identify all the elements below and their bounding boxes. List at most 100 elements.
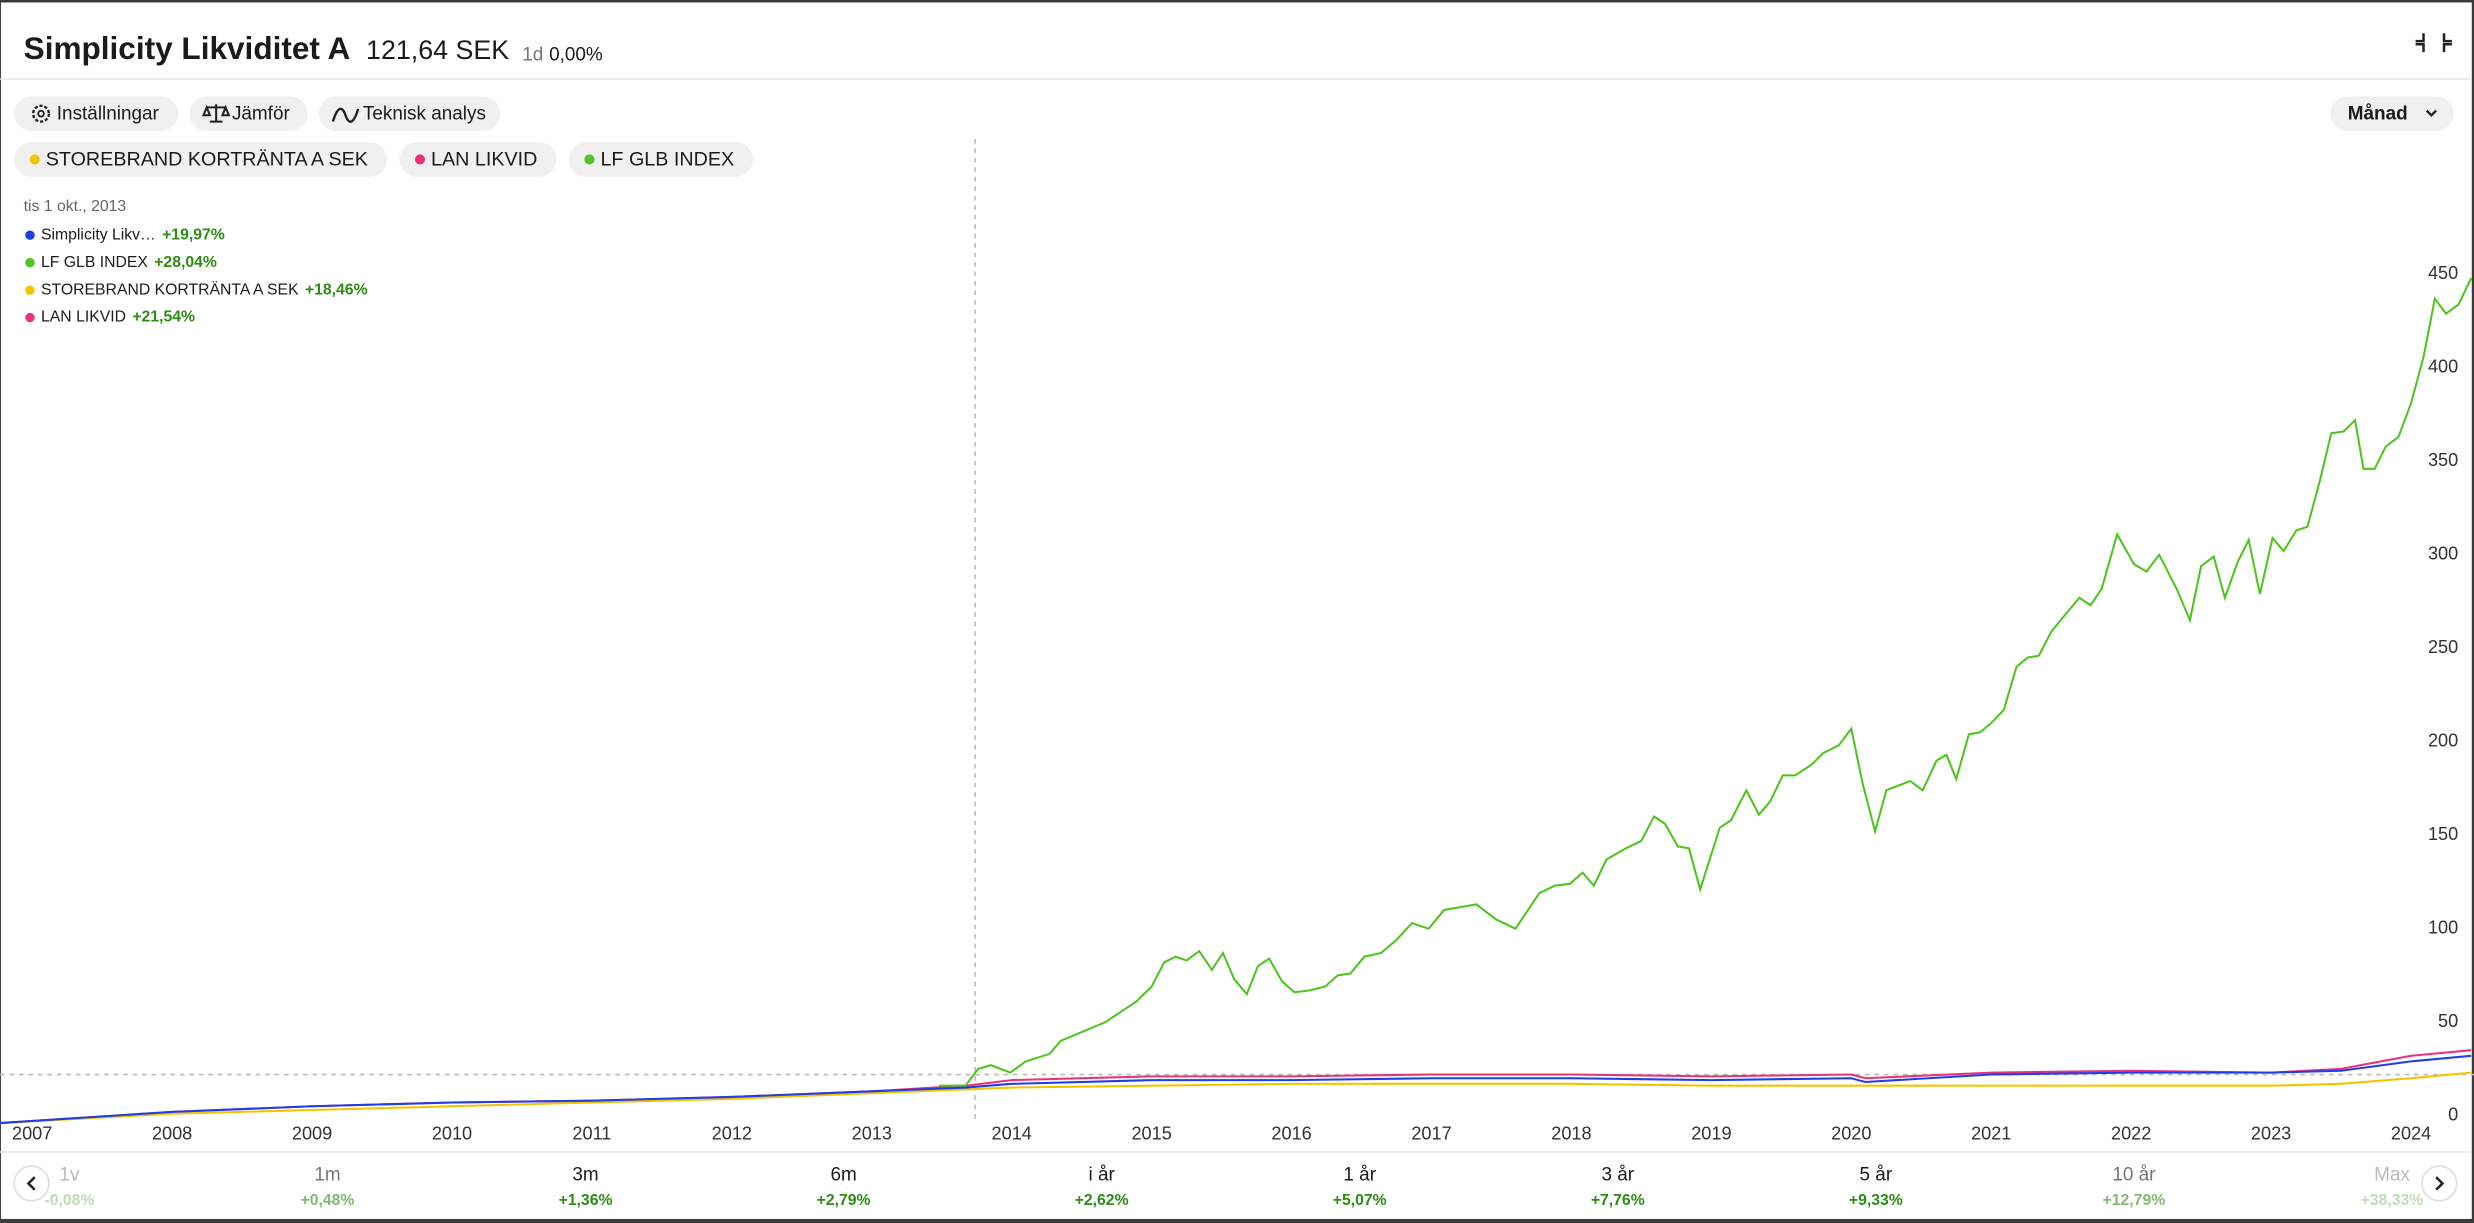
tooltip-change: +21,54% xyxy=(132,309,195,326)
x-tick-label: 2011 xyxy=(572,1123,611,1143)
y-tick-label: 300 xyxy=(2428,544,2458,564)
chip-bg xyxy=(14,142,387,177)
chip-dot xyxy=(584,154,595,165)
period-option[interactable]: 3m +1,36% xyxy=(559,1165,613,1209)
tooltip-name: Simplicity Likv… xyxy=(41,226,156,243)
scroll-right[interactable] xyxy=(2421,1165,2458,1202)
x-tick-label: 2013 xyxy=(852,1123,892,1143)
interval-dropdown[interactable]: Månad xyxy=(2330,96,2454,132)
chip-dot xyxy=(29,154,40,165)
chip[interactable]: LF GLB INDEX xyxy=(568,142,754,177)
period-change: +7,76% xyxy=(1591,1192,1645,1209)
chip-label: LAN LIKVID xyxy=(431,148,537,170)
tooltip-date: tis 1 okt., 2013 xyxy=(24,198,127,215)
period-change: +38,33% xyxy=(2361,1192,2424,1209)
x-tick-label: 2019 xyxy=(1691,1123,1731,1143)
button-label: Jämför xyxy=(232,103,290,124)
x-tick-label: 2015 xyxy=(1131,1123,1171,1143)
technical-analysis-button[interactable]: Teknisk analys xyxy=(318,96,501,132)
y-tick-label: 250 xyxy=(2428,637,2458,657)
y-tick-label: 150 xyxy=(2428,824,2458,844)
period-option[interactable]: 1v -0,08% xyxy=(44,1165,94,1209)
collapse-button[interactable] xyxy=(2415,33,2452,53)
tooltip-change: +18,46% xyxy=(305,281,368,298)
period-option[interactable]: 3 år +7,76% xyxy=(1591,1165,1645,1209)
chip-dot xyxy=(414,154,426,165)
settings-button[interactable]: Inställningar xyxy=(14,96,179,132)
period-option[interactable]: 5 år +9,33% xyxy=(1849,1165,1903,1209)
x-tick-label: 2024 xyxy=(2391,1123,2431,1143)
chip[interactable]: STOREBRAND KORTRÄNTA A SEK xyxy=(14,142,387,177)
y-tick-label: 400 xyxy=(2428,357,2458,377)
compare-button[interactable]: Jämför xyxy=(189,96,308,132)
tooltip-change: +19,97% xyxy=(162,226,225,243)
period-option[interactable]: 1 år +5,07% xyxy=(1333,1165,1387,1209)
fund-title: Simplicity Likviditet A xyxy=(24,30,351,66)
x-tick-label: 2010 xyxy=(432,1123,472,1143)
period-label: 1v xyxy=(59,1165,80,1186)
plot: 0 50 100 150 200 250 300 350 400 450 2007 2008 2009 2… xyxy=(0,138,2474,1143)
button-label: Teknisk analys xyxy=(363,103,486,124)
period-label: 3m xyxy=(572,1165,598,1186)
y-tick-label: 450 xyxy=(2428,263,2458,283)
y-tick-label: 50 xyxy=(2438,1011,2458,1031)
price: 121,64 SEK xyxy=(366,35,509,65)
tooltip-dot xyxy=(25,285,35,295)
y-tick-label: 350 xyxy=(2428,450,2458,470)
x-tick-label: 2021 xyxy=(1971,1123,2011,1143)
x-tick-label: 2023 xyxy=(2251,1123,2291,1143)
period: 1d xyxy=(522,44,543,65)
period-label: 6m xyxy=(830,1165,856,1186)
tooltip-change: +28,04% xyxy=(154,254,217,271)
x-tick-label: 2022 xyxy=(2111,1123,2151,1143)
period-label: 3 år xyxy=(1601,1165,1634,1186)
chip-bg xyxy=(399,142,557,177)
chip-label: LF GLB INDEX xyxy=(600,148,734,170)
tooltip: tis 1 okt., 2013 Simplicity Likv… +19,97%… xyxy=(24,198,368,326)
period-option[interactable]: 1m +0,48% xyxy=(301,1165,355,1209)
period-change: +0,48% xyxy=(301,1192,355,1209)
period-change: +2,62% xyxy=(1075,1192,1129,1209)
chip-bg xyxy=(568,142,754,177)
period-option[interactable]: Max +38,33% xyxy=(2361,1165,2424,1209)
period-option[interactable]: i år +2,62% xyxy=(1075,1165,1129,1209)
x-tick-label: 2018 xyxy=(1551,1123,1591,1143)
period-label: 1 år xyxy=(1343,1165,1376,1186)
y-tick-label: 0 xyxy=(2448,1104,2458,1124)
compare-chips: STOREBRAND KORTRÄNTA A SEK LAN LIKVID LF G… xyxy=(14,142,754,177)
period-label: i år xyxy=(1089,1165,1115,1186)
period-option[interactable]: 10 år +12,79% xyxy=(2103,1165,2166,1209)
y-tick-label: 100 xyxy=(2428,917,2458,937)
period-change: +5,07% xyxy=(1333,1192,1387,1209)
x-tick-label: 2009 xyxy=(292,1123,332,1143)
period-option[interactable]: 6m +2,79% xyxy=(817,1165,871,1209)
y-tick-label: 200 xyxy=(2428,731,2458,751)
tooltip-name: LF GLB INDEX xyxy=(41,254,148,271)
period-change: +12,79% xyxy=(2103,1192,2166,1209)
x-tick-label: 2007 xyxy=(12,1123,52,1143)
period-label: Max xyxy=(2374,1165,2410,1186)
tooltip-dot xyxy=(25,230,35,240)
period-bar: 1v -0,08% 1m +0,48% 3m +1,36% 6m +2,79% i år +2,6… xyxy=(44,1165,2423,1209)
period-change: +2,79% xyxy=(817,1192,871,1209)
x-tick-label: 2020 xyxy=(1831,1123,1871,1143)
period-label: 1m xyxy=(314,1165,340,1186)
series-line xyxy=(938,277,2473,1087)
tooltip-name: LAN LIKVID xyxy=(41,309,126,326)
tooltip-dot xyxy=(25,312,35,323)
chip-label: STOREBRAND KORTRÄNTA A SEK xyxy=(46,148,368,170)
chip[interactable]: LAN LIKVID xyxy=(399,142,557,177)
tooltip-name: STOREBRAND KORTRÄNTA A SEK xyxy=(41,280,299,298)
period-change: -0,08% xyxy=(44,1192,94,1209)
interval-label: Månad xyxy=(2348,103,2408,124)
period-change: +1,36% xyxy=(559,1192,613,1209)
scroll-left[interactable] xyxy=(13,1165,50,1202)
series-line xyxy=(0,1054,2472,1125)
period-label: 5 år xyxy=(1860,1165,1893,1186)
period-label: 10 år xyxy=(2112,1165,2155,1186)
x-tick-label: 2012 xyxy=(712,1123,752,1143)
button-label: Inställningar xyxy=(57,103,159,124)
